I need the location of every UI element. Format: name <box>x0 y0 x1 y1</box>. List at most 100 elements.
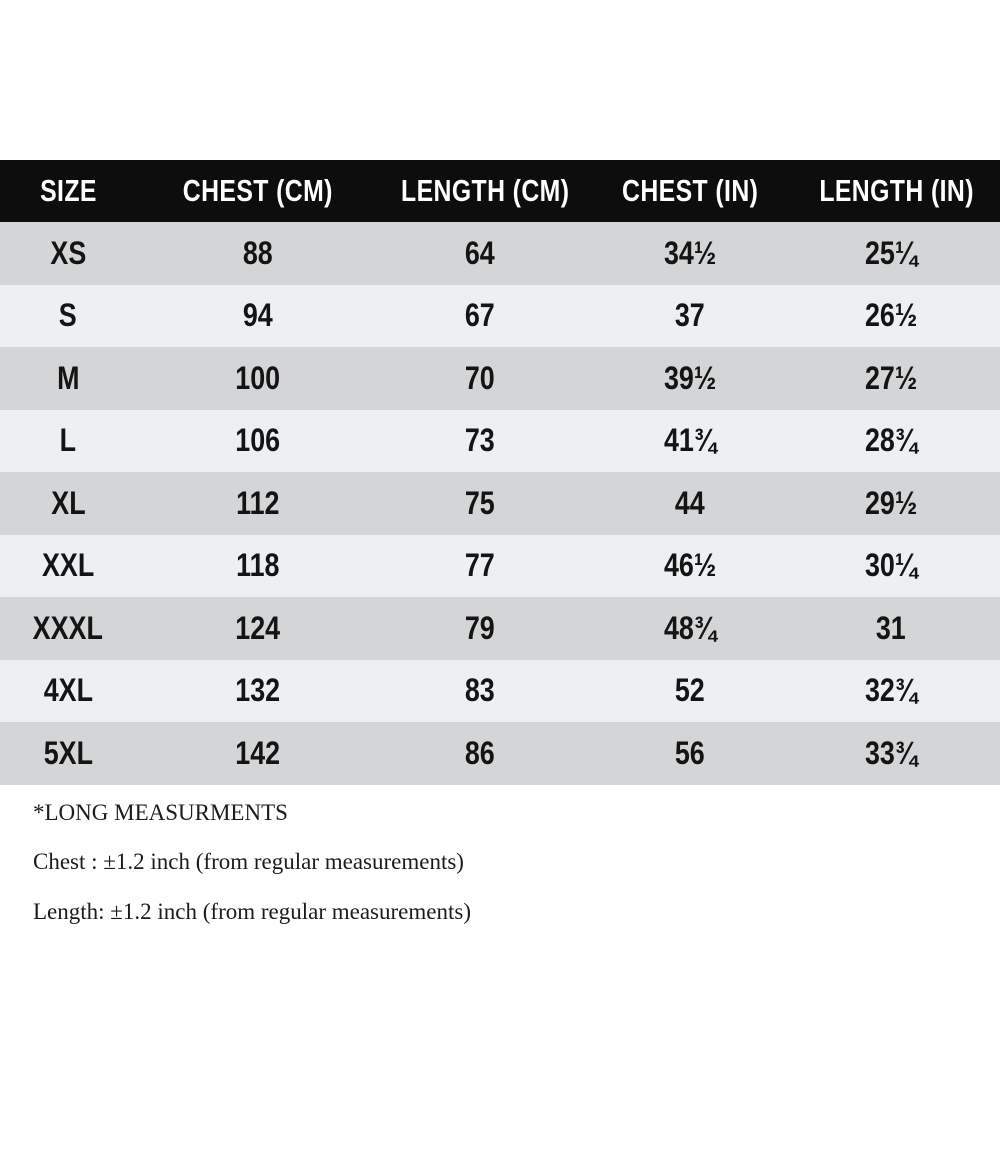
value-cell: 48¾ <box>580 597 800 660</box>
size-chart-table: SIZE CHEST (CM) LENGTH (CM) CHEST (IN) LENGT… <box>0 160 1000 785</box>
value-cell: 88 <box>136 222 380 285</box>
size-cell: 4XL <box>0 660 136 723</box>
cell-text: M <box>56 359 80 396</box>
value-cell: 86 <box>380 722 580 785</box>
value-cell: 73 <box>380 410 580 473</box>
column-header: LENGTH (CM) <box>380 160 580 222</box>
column-header: CHEST (CM) <box>136 160 380 222</box>
cell-text: 124 <box>235 609 281 646</box>
size-cell: XXXL <box>0 597 136 660</box>
cell-text: 77 <box>465 547 495 584</box>
cell-text: 52 <box>675 672 705 709</box>
value-cell: 100 <box>136 347 380 410</box>
chest-tolerance-note: Chest : ±1.2 inch (from regular measurem… <box>33 849 464 875</box>
cell-text: 39½ <box>663 359 717 396</box>
value-cell: 94 <box>136 285 380 348</box>
value-cell: 70 <box>380 347 580 410</box>
cell-text: 44 <box>675 484 705 521</box>
table-row: L 106 73 41¾ 28¾ <box>0 409 1000 473</box>
cell-text: L <box>59 422 77 459</box>
cell-text: 37 <box>675 297 705 334</box>
value-cell: 52 <box>580 660 800 723</box>
size-cell: S <box>0 285 136 348</box>
value-cell: 44 <box>580 472 800 535</box>
table-row: XL 112 75 44 29½ <box>0 472 1000 535</box>
value-cell: 118 <box>136 535 380 598</box>
value-cell: 106 <box>136 410 380 473</box>
cell-text: 56 <box>675 734 705 771</box>
cell-text: 88 <box>243 234 273 271</box>
value-cell: 83 <box>380 660 580 723</box>
value-cell: 112 <box>136 472 380 535</box>
cell-text: XL <box>50 484 86 521</box>
column-header-label: CHEST (CM) <box>182 173 334 208</box>
table-row: XS 88 64 34½ 25¼ <box>0 222 1000 285</box>
table-row: 5XL 142 86 56 33¾ <box>0 722 1000 785</box>
cell-text: 33¾ <box>864 734 918 771</box>
value-cell: 79 <box>380 597 580 660</box>
value-cell: 33¾ <box>800 722 1000 785</box>
cell-text: 32¾ <box>864 672 918 709</box>
cell-text: XS <box>50 234 86 271</box>
value-cell: 142 <box>136 722 380 785</box>
value-cell: 37 <box>580 285 800 348</box>
value-cell: 46½ <box>580 535 800 598</box>
cell-text: 26½ <box>864 297 918 334</box>
column-header: LENGTH (IN) <box>800 160 1000 222</box>
column-header: CHEST (IN) <box>580 160 800 222</box>
value-cell: 77 <box>380 535 580 598</box>
measurement-notes: *LONG MEASURMENTS Chest : ±1.2 inch (fro… <box>33 799 1000 927</box>
cell-text: 94 <box>243 297 273 334</box>
value-cell: 132 <box>136 660 380 723</box>
column-header-label: CHEST (IN) <box>621 173 759 208</box>
cell-text: 67 <box>465 297 495 334</box>
cell-text: 41¾ <box>663 422 717 459</box>
size-chart-page: SIZE CHEST (CM) LENGTH (CM) CHEST (IN) LENGT… <box>0 160 1000 1160</box>
value-cell: 32¾ <box>800 660 1000 723</box>
cell-text: 86 <box>465 734 495 771</box>
column-header-label: LENGTH (CM) <box>401 173 570 208</box>
table-header-row: SIZE CHEST (CM) LENGTH (CM) CHEST (IN) LENGT… <box>0 160 1000 222</box>
value-cell: 29½ <box>800 472 1000 535</box>
column-header-label: LENGTH (IN) <box>819 173 974 208</box>
value-cell: 124 <box>136 597 380 660</box>
size-cell: M <box>0 347 136 410</box>
size-cell: 5XL <box>0 722 136 785</box>
cell-text: 28¾ <box>864 422 918 459</box>
cell-text: 79 <box>465 609 495 646</box>
value-cell: 56 <box>580 722 800 785</box>
cell-text: 100 <box>235 359 281 396</box>
value-cell: 28¾ <box>800 410 1000 473</box>
cell-text: 118 <box>236 547 280 584</box>
cell-text: 75 <box>465 484 495 521</box>
length-tolerance-note: Length: ±1.2 inch (from regular measurem… <box>33 899 471 924</box>
column-header: SIZE <box>0 160 136 222</box>
cell-text: 48¾ <box>663 609 717 646</box>
cell-text: S <box>59 297 77 334</box>
column-header-label: SIZE <box>39 173 97 208</box>
table-row: 4XL 132 83 52 32¾ <box>0 659 1000 723</box>
value-cell: 75 <box>380 472 580 535</box>
size-cell: XL <box>0 472 136 535</box>
value-cell: 64 <box>380 222 580 285</box>
table-row: S 94 67 37 26½ <box>0 284 1000 348</box>
table-row: XXL 118 77 46½ 30¼ <box>0 534 1000 598</box>
value-cell: 34½ <box>580 222 800 285</box>
value-cell: 27½ <box>800 347 1000 410</box>
cell-text: 132 <box>235 672 281 709</box>
cell-text: 31 <box>876 609 906 646</box>
cell-text: 83 <box>465 672 495 709</box>
cell-text: 46½ <box>663 547 717 584</box>
cell-text: 106 <box>235 422 281 459</box>
value-cell: 31 <box>800 597 1000 660</box>
cell-text: 112 <box>236 484 280 521</box>
table-row: XXXL 124 79 48¾ 31 <box>0 597 1000 660</box>
value-cell: 30¼ <box>800 535 1000 598</box>
cell-text: 73 <box>465 422 495 459</box>
size-cell: XS <box>0 222 136 285</box>
value-cell: 67 <box>380 285 580 348</box>
cell-text: 30¼ <box>864 547 918 584</box>
cell-text: 4XL <box>43 672 93 709</box>
value-cell: 25¼ <box>800 222 1000 285</box>
size-cell: XXL <box>0 535 136 598</box>
